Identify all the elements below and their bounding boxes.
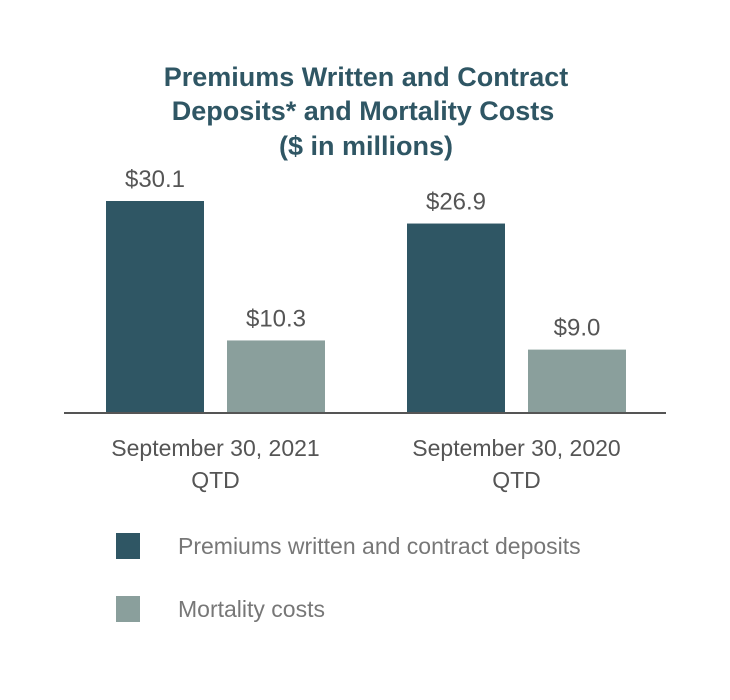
legend-label-premiums: Premiums written and contract deposits [178,533,581,559]
category-label-1-line-1: September 30, 2021 [111,435,319,461]
chart-title-line-1: Premiums Written and Contract [164,62,569,92]
bar-mortality-1 [227,340,325,413]
category-label-2-line-2: QTD [492,467,541,493]
category-label-2-line-1: September 30, 2020 [412,435,620,461]
legend: Premiums written and contract deposits Mo… [116,533,581,622]
legend-swatch-mortality [116,596,140,622]
legend-swatch-premiums [116,533,140,559]
data-label-mortality-1: $10.3 [246,305,306,332]
bar-mortality-2 [528,349,626,413]
chart-title-line-2: Deposits* and Mortality Costs [172,96,555,126]
category-label-1-line-2: QTD [191,467,240,493]
data-label-premiums-2: $26.9 [426,189,486,216]
chart-title-line-3: ($ in millions) [279,131,453,161]
bar-premiums-1 [106,201,204,413]
data-label-mortality-2: $9.0 [554,315,601,342]
legend-label-mortality: Mortality costs [178,596,325,622]
plot-area: $30.1 $26.9 $10.3 $9.0 September 30, 2021 QTD… [64,166,666,493]
data-label-premiums-1: $30.1 [125,166,185,193]
bar-premiums-2 [407,223,505,413]
